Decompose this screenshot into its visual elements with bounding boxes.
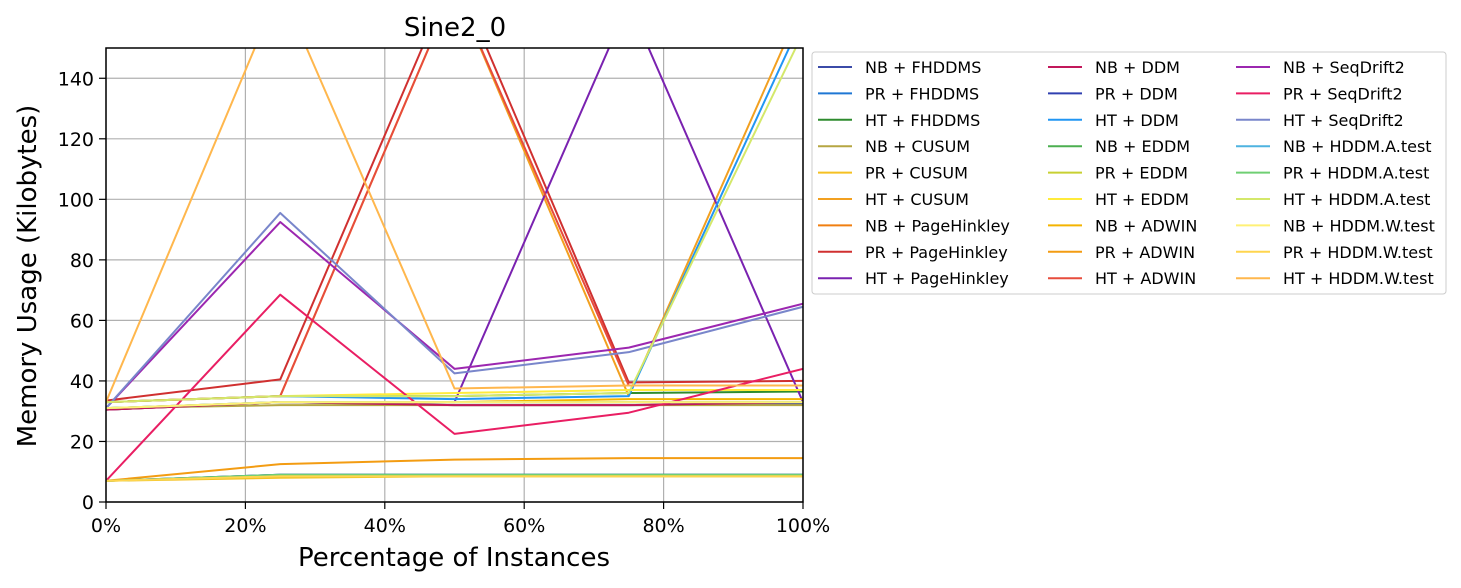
- legend-label: NB + CUSUM: [865, 137, 970, 156]
- chart-title: Sine2_0: [404, 13, 506, 43]
- legend-label: HT + HDDM.W.test: [1283, 269, 1434, 288]
- x-tick-label: 0%: [91, 515, 121, 537]
- legend-label: NB + PageHinkley: [865, 216, 1010, 235]
- legend-label: HT + FHDDMS: [865, 111, 980, 130]
- y-tick-label: 120: [58, 129, 94, 151]
- legend-label: HT + DDM: [1095, 111, 1179, 130]
- legend-label: HT + PageHinkley: [865, 269, 1009, 288]
- x-axis-title: Percentage of Instances: [298, 543, 610, 573]
- legend-label: PR + SeqDrift2: [1283, 84, 1403, 103]
- series-line-pr-seqdrift2: [106, 293, 803, 482]
- plot-frame: [105, 47, 804, 503]
- series-line-nb-hddm-w-test: [106, 401, 803, 410]
- legend-label: PR + FHDDMS: [865, 84, 979, 103]
- x-tick-label: 100%: [776, 515, 830, 537]
- grid: [105, 48, 804, 503]
- legend-label: HT + HDDM.A.test: [1283, 190, 1430, 209]
- y-tick-label: 40: [70, 371, 94, 393]
- legend-label: NB + DDM: [1095, 58, 1180, 77]
- legend: NB + FHDDMS PR + FHDDMS HT + FHDDMS NB + CU…: [811, 51, 1447, 295]
- legend-label: PR + PageHinkley: [865, 243, 1008, 262]
- y-tick-label: 80: [70, 250, 94, 272]
- series-line-ht-seqdrift2: [106, 211, 803, 409]
- legend-label: HT + EDDM: [1095, 190, 1189, 209]
- series-line-ht-hddm-w-test: [106, 48, 803, 403]
- x-tick-label: 40%: [364, 515, 406, 537]
- legend-label: NB + HDDM.W.test: [1283, 216, 1435, 235]
- y-tick-label: 60: [70, 310, 94, 332]
- x-tick-label: 80%: [642, 515, 684, 537]
- legend-label: PR + ADWIN: [1095, 243, 1195, 262]
- series-line-pr-hddm-w-test: [106, 475, 803, 482]
- series-line-pr-hddm-a-test: [106, 473, 803, 482]
- y-tick-label: 100: [58, 189, 94, 211]
- legend-label: PR + DDM: [1095, 84, 1178, 103]
- series-line-nb-seqdrift2: [106, 221, 803, 409]
- legend-label: NB + FHDDMS: [865, 58, 981, 77]
- series-line-pr-adwin: [106, 457, 803, 482]
- y-tick-label: 140: [58, 68, 94, 90]
- y-axis-title: Memory Usage (Kilobytes): [13, 105, 43, 448]
- y-tick-label: 20: [70, 431, 94, 453]
- series-line-pr-pagehinkley: [106, 48, 803, 402]
- legend-label: PR + CUSUM: [865, 164, 968, 183]
- axis-ticks: 0% 20% 40% 60% 80% 100% 0 20 40 60 80 100 120 140: [58, 68, 830, 537]
- x-tick-label: 60%: [503, 515, 545, 537]
- legend-label: HT + ADWIN: [1095, 269, 1196, 288]
- y-tick-label: 0: [82, 492, 94, 514]
- plot-area: [106, 48, 803, 482]
- legend-label: NB + HDDM.A.test: [1283, 137, 1432, 156]
- legend-label: HT + SeqDrift2: [1283, 111, 1404, 130]
- legend-frame: [811, 51, 1447, 295]
- x-tick-label: 20%: [224, 515, 266, 537]
- legend-label: NB + SeqDrift2: [1283, 58, 1405, 77]
- legend-label: PR + HDDM.W.test: [1283, 243, 1433, 262]
- legend-label: NB + EDDM: [1095, 137, 1190, 156]
- legend-label: NB + ADWIN: [1095, 216, 1197, 235]
- series-line-ht-hddm-a-test: [106, 48, 797, 404]
- legend-label: PR + EDDM: [1095, 164, 1188, 183]
- legend-label: PR + HDDM.A.test: [1283, 164, 1429, 183]
- legend-label: HT + CUSUM: [865, 190, 969, 209]
